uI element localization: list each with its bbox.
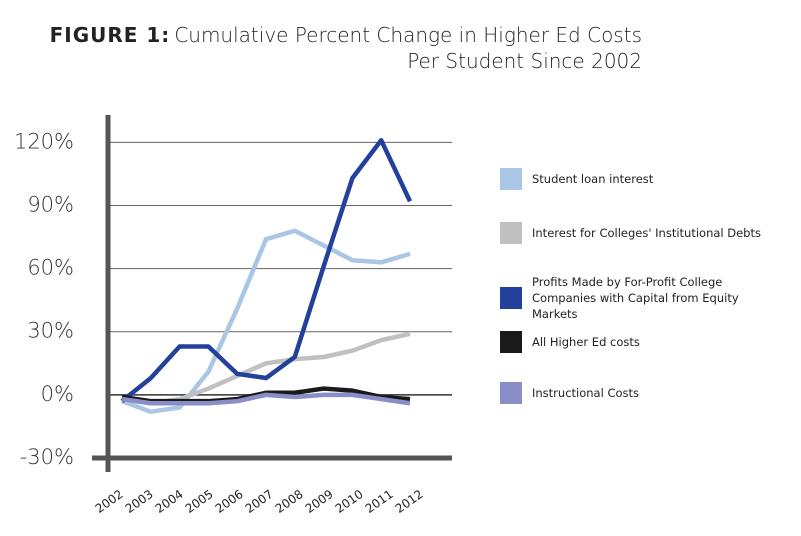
y-tick-label: 30% bbox=[27, 319, 74, 343]
legend-item: Profits Made by For-Profit College Compa… bbox=[500, 274, 790, 322]
legend-label: Interest for Colleges' Institutional Deb… bbox=[532, 226, 761, 240]
y-tick-label: 60% bbox=[27, 256, 74, 280]
legend-item: Interest for Colleges' Institutional Deb… bbox=[500, 222, 790, 244]
x-tick-label: 2005 bbox=[183, 487, 216, 516]
series-line bbox=[121, 392, 411, 406]
legend-swatch bbox=[500, 222, 522, 244]
x-tick-label: 2011 bbox=[363, 487, 396, 516]
y-tick-label: 0% bbox=[41, 382, 74, 406]
title-block: FIGURE 1: Cumulative Percent Change in Hi… bbox=[40, 22, 642, 74]
y-tick-label: 120% bbox=[14, 129, 74, 153]
series-line bbox=[120, 138, 413, 403]
y-tick-label: -30% bbox=[20, 445, 74, 469]
x-tick-label: 2010 bbox=[333, 487, 366, 516]
x-tick-label: 2007 bbox=[243, 487, 276, 516]
x-tick-label: 2008 bbox=[273, 487, 306, 516]
x-tick-label: 2003 bbox=[123, 487, 156, 516]
x-tick-label: 2002 bbox=[93, 487, 126, 516]
legend-item: Student loan interest bbox=[500, 168, 790, 190]
x-tick-label: 2006 bbox=[213, 487, 246, 516]
legend-label: Student loan interest bbox=[532, 172, 654, 186]
series-line bbox=[121, 228, 411, 414]
x-tick-label: 2012 bbox=[393, 487, 426, 516]
legend-label: Profits Made by For-Profit College Compa… bbox=[532, 275, 739, 321]
legend-label: All Higher Ed costs bbox=[532, 335, 640, 349]
legend-swatch bbox=[500, 331, 522, 353]
x-tick-label: 2004 bbox=[153, 487, 186, 516]
title-label: FIGURE 1: bbox=[49, 23, 171, 47]
chart-title: Cumulative Percent Change in Higher Ed C… bbox=[174, 23, 642, 73]
legend-swatch bbox=[500, 168, 522, 190]
legend-item: Instructional Costs bbox=[500, 382, 790, 404]
y-tick-label: 90% bbox=[27, 192, 74, 216]
legend-swatch bbox=[500, 382, 522, 404]
x-tick-label: 2009 bbox=[303, 487, 336, 516]
legend-item: All Higher Ed costs bbox=[500, 331, 790, 353]
legend-swatch bbox=[500, 287, 522, 309]
legend-label: Instructional Costs bbox=[532, 386, 640, 400]
